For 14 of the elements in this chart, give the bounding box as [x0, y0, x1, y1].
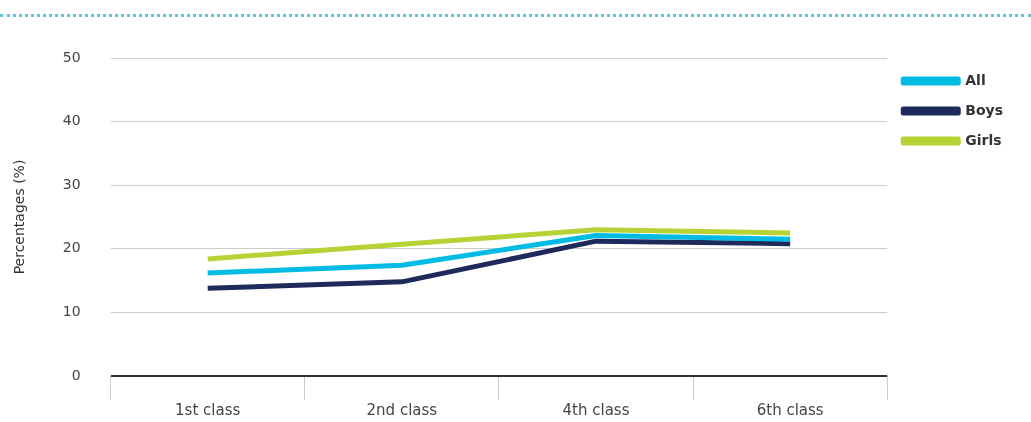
y-tick-label: 0 [71, 366, 81, 383]
legend-label: Girls [965, 131, 1002, 148]
legend-label: Boys [965, 101, 1003, 118]
y-tick-label: 10 [62, 303, 81, 320]
x-tick-label: 6th class [756, 400, 824, 419]
x-tick-label: 4th class [562, 400, 630, 419]
y-tick-label: 20 [62, 239, 81, 256]
x-tick-label: 1st class [175, 400, 241, 419]
y-tick-label: 50 [62, 48, 81, 65]
y-axis-title: Percentages (%) [11, 159, 28, 275]
y-tick-label: 30 [62, 175, 81, 192]
y-tick-label: 40 [62, 112, 81, 129]
legend-label: All [965, 71, 986, 88]
x-tick-label: 2nd class [366, 400, 438, 419]
